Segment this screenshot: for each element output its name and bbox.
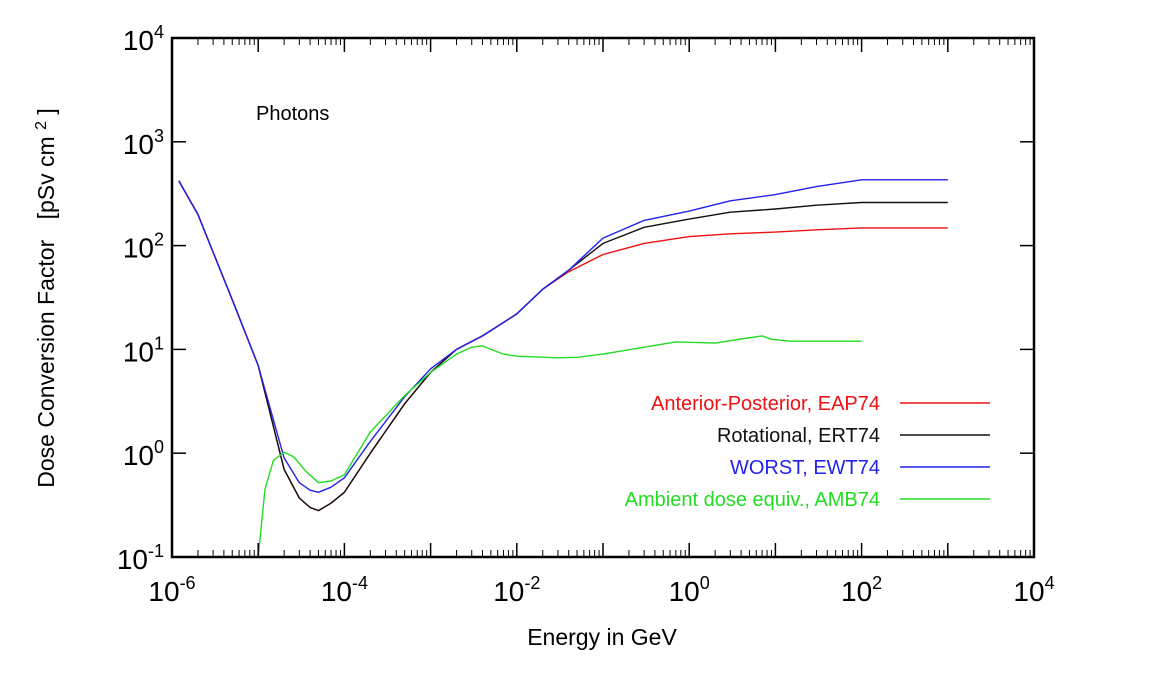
y-tick-label: 100 bbox=[123, 437, 164, 471]
y-axis-title-unit-close: ] bbox=[33, 108, 59, 114]
y-axis-title: Dose Conversion Factor [pSv cm 2 ] bbox=[33, 108, 60, 488]
series-layer bbox=[178, 179, 948, 557]
y-tick-label: 101 bbox=[123, 333, 164, 367]
legend-label-4: Ambient dose equiv., AMB74 bbox=[625, 489, 880, 511]
x-tick-label: 10-4 bbox=[321, 573, 368, 607]
x-tick-label: 102 bbox=[841, 573, 882, 607]
series-line-3 bbox=[178, 179, 948, 493]
labels-layer: 10-6 10-4 10-2 100 102 104 10-1 100 101 102 103 104 bbox=[117, 22, 1055, 607]
y-axis-title-unit: [pSv cm bbox=[33, 136, 59, 219]
svg-text:Dose Conversion Factor [: Dose Conversion Factor [pSv cm 2 ] bbox=[33, 108, 60, 488]
photons-annotation: Photons bbox=[256, 103, 329, 125]
legend-label-1: Anterior-Posterior, EAP74 bbox=[651, 393, 880, 415]
x-tick-label: 104 bbox=[1013, 573, 1054, 607]
legend-label-2: Rotational, ERT74 bbox=[717, 425, 880, 447]
legend-label-3: WORST, EWT74 bbox=[730, 457, 880, 479]
series-line-2 bbox=[178, 180, 948, 512]
y-tick-label: 102 bbox=[123, 230, 164, 264]
y-tick-label: 103 bbox=[123, 126, 164, 160]
x-tick-label: 10-2 bbox=[493, 573, 540, 607]
x-axis-title: Energy in GeV bbox=[527, 624, 677, 650]
x-tick-label: 100 bbox=[669, 573, 710, 607]
y-tick-label: 104 bbox=[123, 22, 164, 56]
x-tick-label: 10-6 bbox=[148, 573, 195, 607]
ticks-layer bbox=[171, 37, 1035, 558]
y-tick-label: 10-1 bbox=[117, 541, 164, 575]
legend: Anterior-Posterior, EAP74 Rotational, ERT… bbox=[625, 393, 990, 511]
y-axis-title-unit-sup: 2 bbox=[33, 121, 50, 130]
series-line-4 bbox=[257, 335, 862, 557]
y-axis-title-main: Dose Conversion Factor bbox=[33, 239, 59, 487]
